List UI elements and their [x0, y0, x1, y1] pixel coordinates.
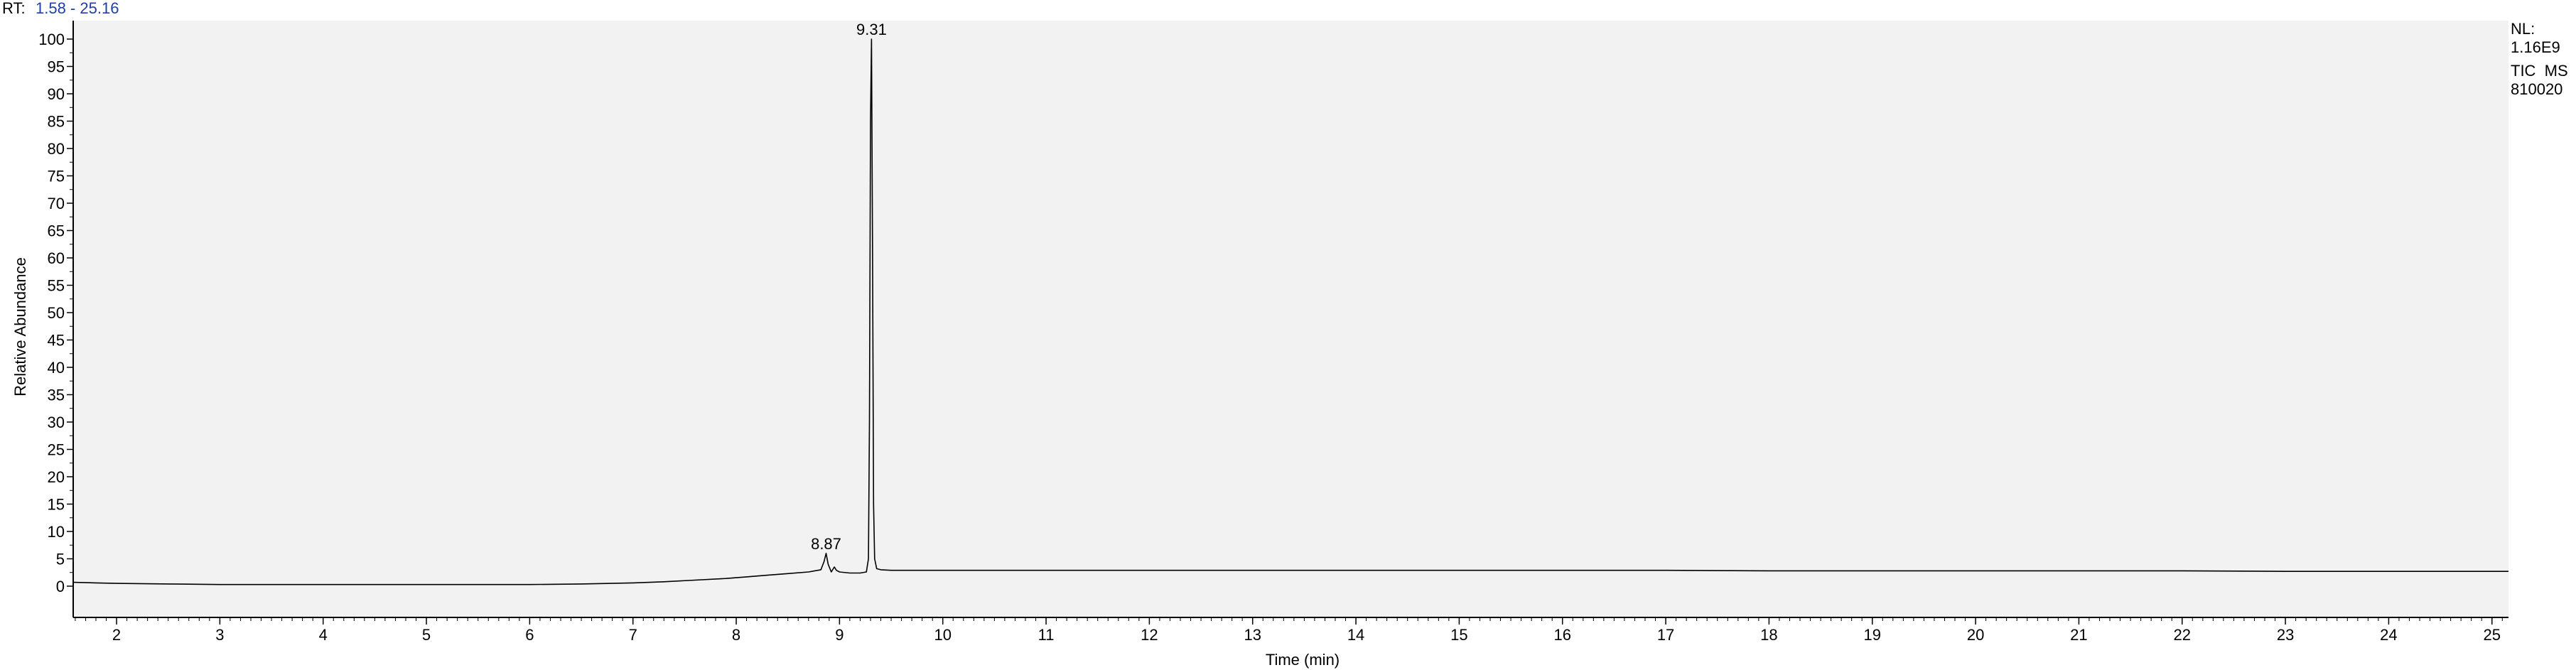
x-tick-label: 9 [835, 626, 844, 644]
info-line: 1.16E9 [2511, 38, 2560, 56]
peak-label: 8.87 [811, 535, 841, 553]
x-tick-label: 17 [1657, 626, 1674, 644]
x-tick-label: 13 [1244, 626, 1261, 644]
y-axis-label: Relative Abundance [11, 257, 29, 396]
y-tick-label: 20 [48, 468, 65, 486]
info-line: 810020 [2511, 80, 2562, 98]
y-tick-label: 10 [48, 523, 65, 541]
info-line: NL: [2511, 20, 2535, 38]
peak-label: 9.31 [856, 21, 887, 38]
y-tick-label: 65 [48, 222, 65, 240]
x-tick-label: 2 [112, 626, 121, 644]
x-tick-label: 8 [732, 626, 740, 644]
x-tick-label: 18 [1760, 626, 1777, 644]
x-tick-label: 20 [1967, 626, 1984, 644]
info-line: TIC MS [2511, 62, 2568, 80]
x-tick-label: 4 [319, 626, 328, 644]
y-tick-label: 55 [48, 277, 65, 295]
y-tick-label: 50 [48, 304, 65, 322]
y-tick-label: 35 [48, 387, 65, 404]
y-tick-label: 45 [48, 332, 65, 350]
x-tick-label: 16 [1553, 626, 1570, 644]
y-tick-label: 0 [56, 578, 65, 595]
rt-label: RT: [2, 0, 26, 17]
x-axis-label: Time (min) [1266, 651, 1340, 669]
x-tick-label: 3 [215, 626, 224, 644]
x-tick-label: 6 [525, 626, 534, 644]
y-tick-label: 90 [48, 85, 65, 103]
plot-area [73, 21, 2508, 617]
x-tick-label: 22 [2173, 626, 2190, 644]
y-tick-label: 15 [48, 496, 65, 514]
x-tick-label: 11 [1038, 626, 1055, 644]
x-tick-label: 14 [1347, 626, 1364, 644]
x-tick-label: 10 [934, 626, 951, 644]
rt-range-value: 1.58 - 25.16 [36, 0, 119, 17]
tic-trace [72, 38, 2508, 585]
y-tick-label: 60 [48, 249, 65, 267]
y-tick-label: 100 [38, 31, 65, 48]
x-tick-label: 7 [629, 626, 637, 644]
x-tick-label: 23 [2277, 626, 2294, 644]
x-tick-label: 12 [1141, 626, 1158, 644]
y-tick-label: 30 [48, 414, 65, 431]
x-tick-label: 21 [2070, 626, 2087, 644]
info-panel: NL: 1.16E9 TIC MS 810020 [2511, 20, 2568, 98]
x-tick-label: 24 [2380, 626, 2397, 644]
y-tick-label: 5 [56, 551, 65, 568]
y-tick-label: 80 [48, 140, 65, 158]
x-tick-label: 15 [1450, 626, 1467, 644]
y-tick-label: 70 [48, 195, 65, 212]
y-tick-label: 40 [48, 359, 65, 377]
x-tick-label: 5 [422, 626, 431, 644]
y-tick-label: 85 [48, 113, 65, 131]
y-tick-label: 75 [48, 168, 65, 185]
y-tick-label: 25 [48, 441, 65, 459]
y-tick-label: 95 [48, 58, 65, 76]
x-tick-label: 19 [1863, 626, 1880, 644]
x-tick-label: 25 [2484, 626, 2501, 644]
